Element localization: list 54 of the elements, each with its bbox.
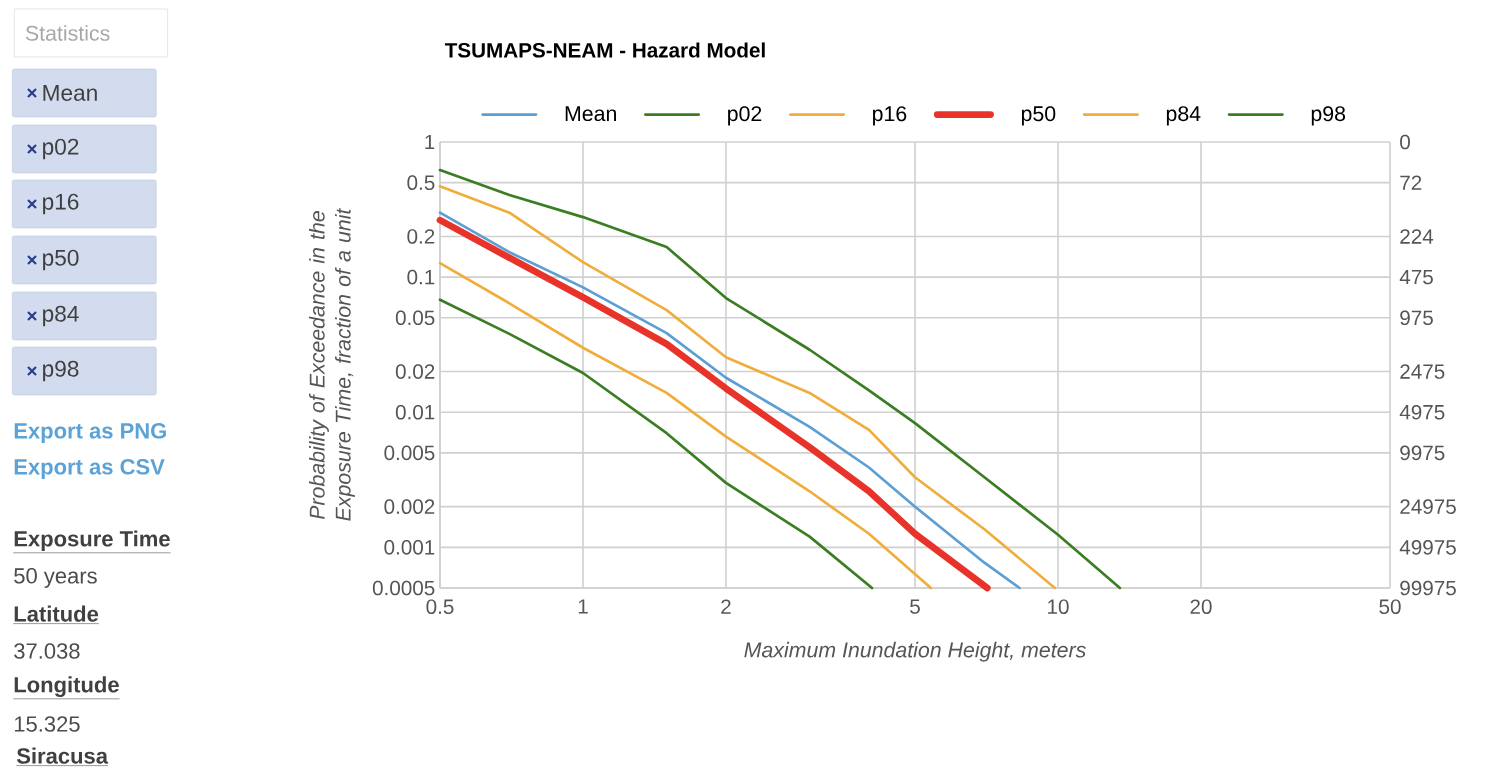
x-tick-label: 5 — [910, 599, 920, 614]
text: p50 — [43, 249, 79, 271]
y-tick-label: 0.1 — [407, 269, 435, 285]
text: Mean — [43, 85, 97, 101]
legend-label: p50 — [1021, 106, 1056, 126]
text: 50 years — [14, 568, 97, 588]
y-tick-label: 1 — [425, 134, 435, 150]
text: 475 — [1399, 269, 1433, 285]
text: 99975 — [1400, 580, 1456, 596]
text: 24975 — [1400, 499, 1456, 514]
text: p98 — [43, 360, 79, 382]
text: p84 — [43, 305, 79, 327]
text: Export as CSV — [14, 459, 165, 479]
y-axis-title: Probability of Exceedance in the Exposure Time, fraction of a unit — [309, 207, 355, 521]
y-tick-label: 0.001 — [384, 540, 435, 555]
text: 9975 — [1400, 445, 1445, 461]
x-tick-label: 50 — [1379, 599, 1401, 615]
legend-label: p02 — [728, 106, 762, 126]
legend-label: Mean — [565, 106, 616, 122]
text: Longitude — [14, 676, 119, 697]
text: p16 — [43, 193, 79, 215]
x-tick-label: 10 — [1048, 599, 1069, 615]
text: Statistics — [25, 25, 110, 41]
y-tick-label: 0.05 — [395, 310, 435, 326]
y-tick-label: 0.2 — [407, 229, 435, 244]
x-tick-label: 2 — [721, 599, 731, 614]
text: Exposure Time — [14, 530, 170, 551]
text: Siracusa — [16, 747, 109, 764]
text: 0 — [1400, 134, 1410, 150]
text: 224 — [1400, 229, 1434, 244]
y-tick-label: 0.02 — [395, 364, 435, 379]
x-tick-label: 0.5 — [426, 599, 454, 615]
y-tick-label: 0.0005 — [372, 580, 435, 596]
y-tick-label: 0.002 — [384, 499, 435, 514]
text: 2475 — [1400, 364, 1445, 379]
y-tick-label: 0.5 — [407, 175, 435, 190]
x-tick-label: 20 — [1190, 599, 1212, 615]
x-tick-label: 1 — [578, 599, 588, 614]
text: 4975 — [1399, 404, 1445, 420]
legend-label: p16 — [873, 106, 907, 126]
text: 72 — [1400, 175, 1422, 190]
text: Export as PNG — [14, 423, 166, 443]
y-tick-label: 0.01 — [395, 404, 435, 420]
legend-label: p84 — [1166, 106, 1201, 126]
chart-title: TSUMAPS-NEAM - Hazard Model — [444, 42, 765, 58]
text: Latitude — [14, 605, 99, 622]
text: p02 — [43, 138, 79, 160]
text: 49975 — [1399, 540, 1456, 555]
x-axis-title: Maximum Inundation Height, meters — [744, 641, 1086, 662]
y-tick-label: 0.005 — [384, 445, 435, 461]
text: 15.325 — [14, 716, 80, 732]
legend-label: p98 — [1311, 106, 1346, 126]
text: 975 — [1400, 310, 1433, 326]
text: 37.038 — [14, 643, 80, 659]
